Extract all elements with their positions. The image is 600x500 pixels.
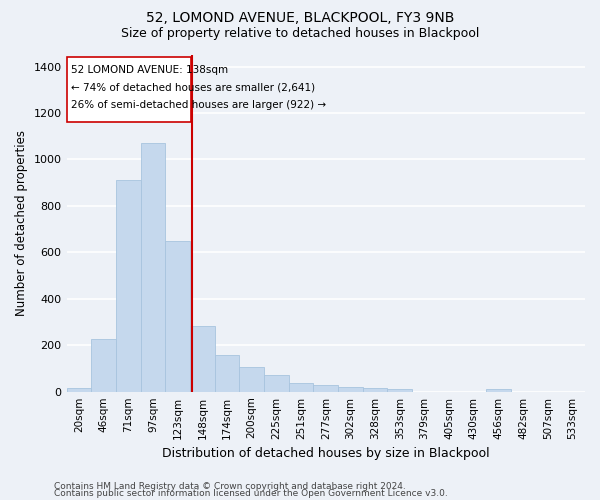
Bar	[140, 143, 165, 392]
Bar	[190, 326, 215, 392]
Bar	[215, 355, 239, 392]
Bar	[338, 387, 363, 392]
X-axis label: Distribution of detached houses by size in Blackpool: Distribution of detached houses by size …	[162, 447, 490, 460]
Bar	[289, 383, 313, 392]
Bar	[91, 340, 116, 392]
Bar	[116, 180, 140, 392]
Text: ← 74% of detached houses are smaller (2,641): ← 74% of detached houses are smaller (2,…	[71, 83, 315, 93]
Bar	[486, 390, 511, 392]
Text: 52 LOMOND AVENUE: 138sqm: 52 LOMOND AVENUE: 138sqm	[71, 66, 228, 76]
Y-axis label: Number of detached properties: Number of detached properties	[15, 130, 28, 316]
Text: Contains HM Land Registry data © Crown copyright and database right 2024.: Contains HM Land Registry data © Crown c…	[54, 482, 406, 491]
FancyBboxPatch shape	[67, 58, 191, 122]
Text: Size of property relative to detached houses in Blackpool: Size of property relative to detached ho…	[121, 27, 479, 40]
Bar	[388, 388, 412, 392]
Bar	[165, 241, 190, 392]
Bar	[67, 388, 91, 392]
Text: 52, LOMOND AVENUE, BLACKPOOL, FY3 9NB: 52, LOMOND AVENUE, BLACKPOOL, FY3 9NB	[146, 11, 454, 25]
Text: 26% of semi-detached houses are larger (922) →: 26% of semi-detached houses are larger (…	[71, 100, 326, 110]
Bar	[264, 375, 289, 392]
Text: Contains public sector information licensed under the Open Government Licence v3: Contains public sector information licen…	[54, 490, 448, 498]
Bar	[363, 388, 388, 392]
Bar	[239, 368, 264, 392]
Bar	[313, 386, 338, 392]
